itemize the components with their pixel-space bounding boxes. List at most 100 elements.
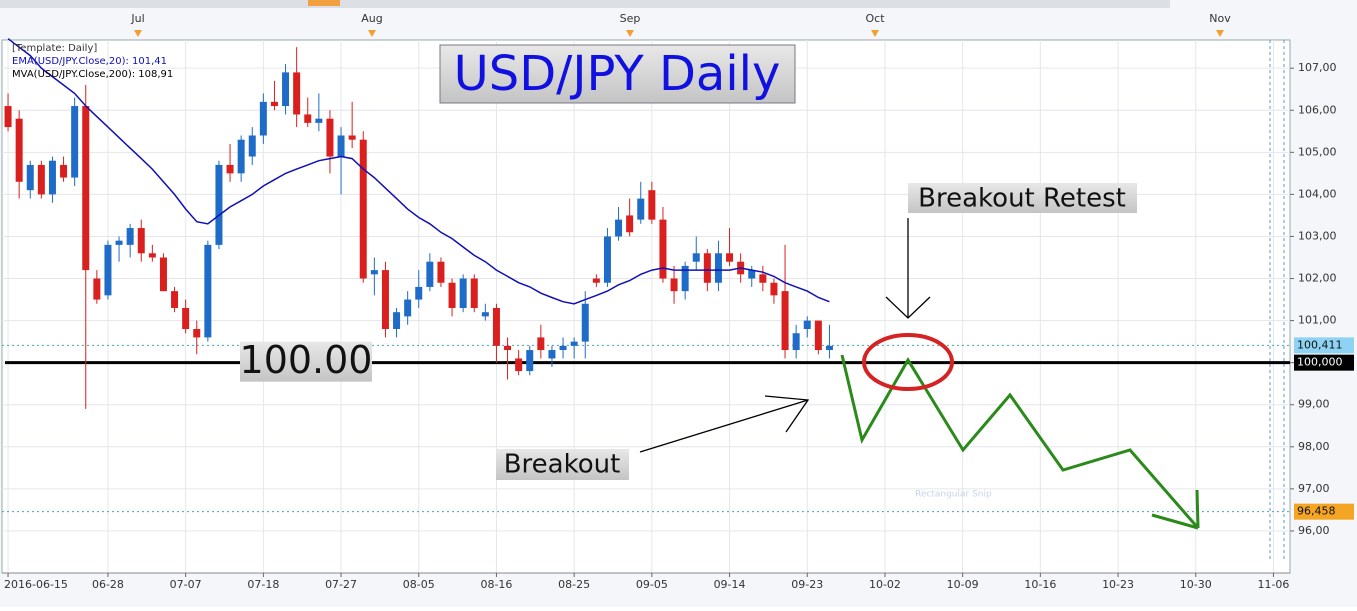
candle-body (670, 278, 678, 292)
month-marker (368, 30, 376, 37)
x-tick-label: 06-28 (92, 578, 124, 591)
legend-mva: MVA(USD/JPY.Close,200): 108,91 (12, 69, 173, 80)
month-marker (871, 30, 879, 37)
candle-body (237, 139, 245, 174)
candle-body (470, 278, 478, 308)
candle-body (537, 337, 545, 351)
y-tick-label: 107,00 (1298, 61, 1337, 74)
candle-body (448, 282, 456, 308)
x-tick-label: 09-14 (714, 578, 746, 591)
arrowhead (885, 296, 931, 319)
candle-body (803, 320, 811, 330)
candle-body (4, 106, 12, 128)
month-marker (134, 30, 142, 37)
x-tick-label: 08-16 (480, 578, 512, 591)
candle-body (259, 101, 267, 136)
legend-template: [Template: Daily] (12, 43, 97, 54)
candle-body (82, 106, 90, 271)
x-tick-label: 07-27 (325, 578, 357, 591)
candle-body (370, 270, 378, 275)
x-tick-label: 10-02 (869, 578, 901, 591)
candle-body (126, 228, 134, 245)
candle-body (215, 164, 223, 245)
x-tick-label: 10-30 (1180, 578, 1212, 591)
month-label: Jul (130, 12, 144, 25)
month-label: Sep (620, 12, 641, 25)
candle-body (204, 244, 212, 338)
y-tick-label: 104,00 (1298, 187, 1337, 200)
price-marker-label: 96,458 (1297, 505, 1336, 518)
x-tick-label: 08-05 (403, 578, 435, 591)
candle-body (637, 198, 645, 220)
candle-body (548, 350, 556, 359)
projection-path (840, 354, 1200, 529)
overlay-text: Rectangular Snip (915, 490, 992, 500)
candle-body (726, 253, 734, 262)
candle-body (26, 164, 34, 191)
candle-body (37, 164, 45, 195)
x-tick-label: 2016-06-15 (4, 578, 68, 591)
candle-body (71, 106, 79, 178)
candle-body (825, 345, 833, 351)
candle-body (171, 291, 179, 308)
support-axis-label: 100,000 (1297, 356, 1343, 369)
candle-body (437, 261, 445, 283)
candle-body (304, 114, 312, 123)
candle-body (404, 299, 412, 317)
candle-body (270, 101, 278, 107)
candle-body (415, 286, 423, 300)
candle-body (504, 345, 512, 351)
candle-body (381, 270, 389, 330)
candle-body (226, 164, 234, 174)
price-marker-box (1294, 503, 1354, 520)
candle-body (603, 236, 611, 283)
overlay: Rectangular Snip USD/JPY Daily [Template… (12, 43, 1200, 530)
plot-area (1, 39, 1291, 574)
candle-body (581, 303, 589, 342)
candle-body (492, 307, 500, 346)
candle-body (337, 135, 345, 157)
toolbar (0, 0, 1170, 8)
candle-body (93, 278, 101, 300)
y-tick-label: 101,00 (1298, 314, 1337, 327)
arrowhead (764, 395, 810, 433)
y-tick-label: 103,00 (1298, 229, 1337, 242)
candle-body (48, 160, 56, 195)
candle-body (681, 265, 689, 292)
y-tick-label: 99,00 (1298, 398, 1330, 411)
x-tick-label: 09-23 (791, 578, 823, 591)
x-tick-label: 10-16 (1024, 578, 1056, 591)
candle-body (792, 333, 800, 351)
x-tick-label: 10-23 (1102, 578, 1134, 591)
candle-body (481, 312, 489, 317)
candle-body (615, 219, 623, 237)
candle-body (137, 228, 145, 254)
y-tick-label: 106,00 (1298, 103, 1337, 116)
candle-body (459, 278, 467, 308)
x-tick-label: 11-06 (1257, 578, 1289, 591)
candle-body (592, 278, 600, 283)
support-label-box (240, 341, 372, 382)
month-label: Nov (1209, 12, 1231, 25)
candle-body (714, 253, 722, 283)
support-label: 100.00 (240, 338, 373, 382)
candle-body (248, 135, 256, 157)
candle-body (781, 291, 789, 351)
candle-body (182, 307, 190, 330)
price-marker-box (1294, 337, 1354, 354)
month-marker (1216, 30, 1224, 37)
x-tick-label: 09-05 (636, 578, 668, 591)
candle-body (770, 282, 778, 296)
candle-body (315, 118, 323, 123)
candle-body (703, 253, 711, 283)
candle-body (148, 253, 156, 258)
annotation: Breakout Retest (918, 184, 1126, 214)
price-marker-label: 100,411 (1297, 338, 1343, 351)
y-tick-label: 105,00 (1298, 145, 1337, 158)
chart-title: USD/JPY Daily (454, 46, 781, 102)
candle-body (282, 72, 290, 107)
toolbar-tab (308, 0, 340, 6)
y-tick-label: 102,00 (1298, 272, 1337, 285)
arrow (639, 399, 809, 453)
candle-body (626, 215, 634, 233)
